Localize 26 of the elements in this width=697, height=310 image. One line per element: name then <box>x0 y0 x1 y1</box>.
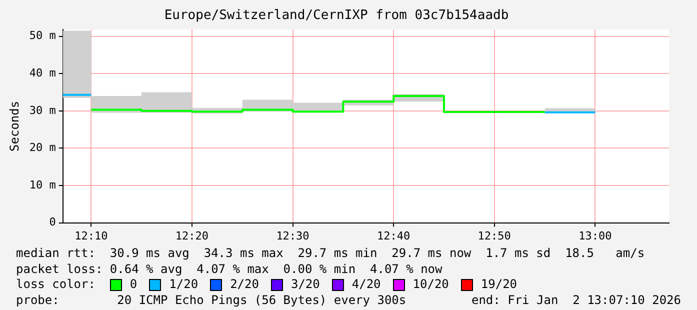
x-tick-label: 12:30 <box>276 229 310 242</box>
legend-title: loss color: <box>16 277 96 292</box>
y-tick-label: 0 <box>49 216 56 229</box>
legend-label: 3/20 <box>290 277 320 292</box>
y-tick-label: 50 m <box>29 29 56 42</box>
legend-label: 0 <box>130 277 138 292</box>
text: probe: 20 ICMP Echo Pings (56 Bytes) every 300s <box>16 292 406 308</box>
text: median rtt: 30.9 ms avg 34.3 ms max 29.7 ms min 29.7 ms now 1.7 ms sd 18.5 am/s <box>16 246 646 262</box>
legend-label: 2/20 <box>230 277 259 292</box>
legend-label: 10/20 <box>412 277 449 292</box>
x-tick-label: 12:20 <box>175 229 208 242</box>
legend-label: 1/20 <box>169 277 198 292</box>
y-tick-label: 20 m <box>29 141 56 154</box>
text: packet loss: 0.64 % avg 4.07 % max 0.00 % min 4.07 % now <box>16 262 444 277</box>
y-tick-label: 10 m <box>29 178 56 192</box>
legend-label: 4/20 <box>352 277 381 292</box>
y-tick-label: 30 m <box>29 104 56 117</box>
x-tick-label: 12:10 <box>74 229 108 242</box>
chart-title: Europe/Switzerland/CernIXP from 03c7b154aadb <box>164 8 509 24</box>
x-tick-label: 12:50 <box>478 229 511 242</box>
x-tick-label: 13:00 <box>578 229 612 242</box>
y-axis-title: Seconds <box>7 100 22 152</box>
y-tick-label: 40 m <box>29 66 56 80</box>
text: end: Fri Jan 2 13:07:10 2026 <box>471 292 681 308</box>
legend-label: 19/20 <box>480 277 518 292</box>
x-tick-label: 12:40 <box>377 229 410 242</box>
